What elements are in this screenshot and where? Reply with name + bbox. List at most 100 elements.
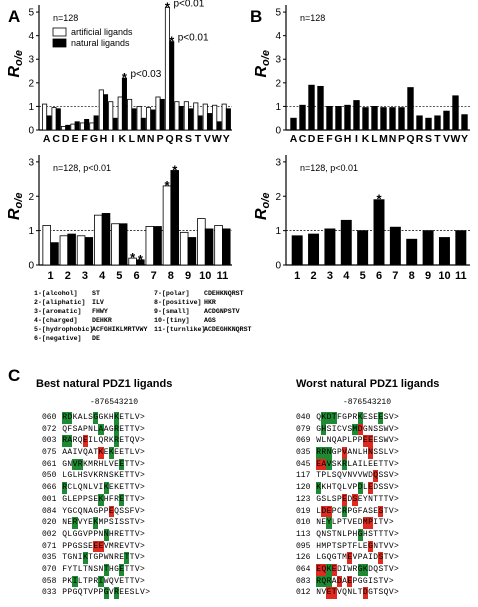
b-top-xtick-I: I <box>355 133 358 145</box>
a-top-bar-H-s1 <box>103 94 109 131</box>
b-top-ytick-label-1: 1 <box>275 102 281 113</box>
a-top-pvalue-0: p<0.03 <box>130 69 161 80</box>
category-key-row: 5-[hydrophobic]ACFGHIKLMRTVWY 11-[turnlik… <box>34 325 264 334</box>
ligand-sequence: AAIVQATKEKEETLV> <box>62 447 145 459</box>
category-name: 8-[positive] <box>154 299 202 306</box>
a-bottom-xtick-9: 9 <box>185 270 191 282</box>
b-top-xtick-Y: Y <box>461 133 468 145</box>
a-top-xtick-V: V <box>204 133 211 145</box>
ligand-id: 123 <box>296 494 311 504</box>
a-bottom-bar-8-s1 <box>170 170 179 266</box>
a-bottom-bar-2-s0 <box>59 235 69 266</box>
a-top-xtick-N: N <box>147 133 155 145</box>
ligand-sequence: FYTLTNSNTHGETTV> <box>62 563 145 576</box>
a-top-ytick-label-1: 1 <box>28 102 34 113</box>
a-bottom-xtick-8: 8 <box>168 270 174 282</box>
ligand-id: 012 <box>296 588 311 598</box>
b-top-bar-R-s0 <box>416 115 423 131</box>
a-top-xtick-W: W <box>212 133 222 145</box>
worst-title: Worst natural PDZ1 ligands <box>296 378 440 390</box>
a-top-bar-L-s1 <box>131 108 137 131</box>
category-name: 7-[polar] <box>154 290 190 297</box>
ligand-sequence: GLEPPSEKHFRETTV> <box>62 493 145 506</box>
category-residues: ACDEGHKNQRST <box>204 326 252 333</box>
ligand-id: 061 <box>42 459 57 469</box>
a-top-bar-M-s1 <box>140 117 146 131</box>
b-top-bar-T-s0 <box>434 115 441 131</box>
b-bottom-xtick-4: 4 <box>343 270 350 282</box>
b-top-xtick-M: M <box>379 133 388 145</box>
ligand-sequence: NERVYEKMPSISSTV> <box>62 517 145 529</box>
a-top-bar-C-s0 <box>51 107 57 131</box>
a-bottom-bar-4-s1 <box>101 213 111 266</box>
category-name: 4-[charged] <box>34 317 78 324</box>
b-bottom-xtick-7: 7 <box>392 270 398 282</box>
ligand-sequence: KKHTQLVPDLEDSSV> <box>316 482 399 494</box>
b-bottom-xtick-5: 5 <box>360 270 366 282</box>
a-top-xtick-Y: Y <box>223 133 230 145</box>
a-top-bar-E-s0 <box>70 123 76 131</box>
b-bottom-bar-4-s0 <box>340 219 352 266</box>
a-top-bar-K-s0 <box>117 96 123 131</box>
a-bottom-xtick-1: 1 <box>48 270 54 282</box>
b-top-xtick-E: E <box>317 133 324 145</box>
a-top-bar-D-s1 <box>65 124 71 131</box>
ligand-sequence: RARQEILQRKRETQV> <box>62 435 145 448</box>
ligand-id: 040 <box>296 413 311 422</box>
a-top-xtick-G: G <box>90 133 98 145</box>
a-bottom-star-2: * <box>164 178 170 193</box>
a-bottom-bar-10-s0 <box>197 218 206 266</box>
ligand-sequence: GHSICVSMDGNSSWV> <box>316 423 399 436</box>
b-top-ylabel: Ro/e <box>253 50 272 77</box>
a-top-bar-Y-s1 <box>225 108 231 131</box>
worst-ligand-row: 117 TPLSQVNVVWDQSSV> <box>296 470 399 483</box>
ligand-id: 117 <box>296 471 311 481</box>
ligand-id: 079 <box>296 424 311 434</box>
a-top-bar-I-s1 <box>112 117 118 131</box>
a-top-xtick-P: P <box>157 133 164 145</box>
b-top-bar-Q-s0 <box>407 87 414 131</box>
worst-ligand-row: 113 QNSTNLPHGHSTTTV> <box>296 528 399 541</box>
worst-ligand-row: 064 EQKEDIWRGKDQSTV> <box>296 563 399 576</box>
ligand-id: 035 <box>42 553 57 563</box>
b-bottom-bar-10-s0 <box>438 237 450 266</box>
ligand-sequence: PPGSSEEEVMREVTV> <box>62 540 145 553</box>
b-top-bar-A-s0 <box>290 117 297 131</box>
a-top-bar-P-s0 <box>155 96 161 131</box>
a-top-n-annotation: n=128 <box>53 13 78 23</box>
ligand-id: 002 <box>42 529 57 539</box>
a-top-bar-W-s0 <box>212 104 218 131</box>
a-top-ytick-label-4: 4 <box>28 31 34 42</box>
a-top-ytick-label-0: 0 <box>28 126 34 137</box>
a-bottom-bar-5-s0 <box>111 223 120 266</box>
b-top-xtick-F: F <box>326 133 333 145</box>
a-top-bar-N-s0 <box>146 107 152 131</box>
a-bottom-bar-7-s1 <box>153 226 162 266</box>
panel-label-a: A <box>8 7 20 26</box>
best-ligand-row: 060 RDKALSGGKHKETLV> <box>42 412 150 424</box>
best-ligand-row: 061 GNVRKMRHLVEETTV> <box>42 458 150 471</box>
worst-ligand-row: 069 WLNQAPLPPEEESWV> <box>296 435 399 448</box>
category-key-row: 3-[aromatic] FHWY 9-[small] ACDGNPSTV <box>34 307 264 316</box>
a-bottom-bar-10-s1 <box>204 228 214 266</box>
b-bottom-bar-8-s0 <box>406 238 418 266</box>
b-top-bar-K-s0 <box>362 107 369 131</box>
best-ligand-row: 066 RCLQNLVIKEKETTV> <box>42 482 150 494</box>
ligand-sequence: PKILTPRIWQVETTV> <box>62 575 145 588</box>
a-top-bar-G-s1 <box>93 115 99 131</box>
b-top-xtick-L: L <box>371 133 378 145</box>
a-top-pvalue-1: p<0.01 <box>173 0 204 9</box>
a-top-ytick-label-3: 3 <box>28 55 34 66</box>
a-bottom-xtick-5: 5 <box>116 270 122 282</box>
ligand-sequence: RRNGPVANLHNSSLV> <box>316 447 399 459</box>
b-bottom-bar-9-s0 <box>422 230 434 266</box>
a-top-bar-T-s1 <box>197 115 203 131</box>
best-ligand-row: 058 PKILTPRIWQVETTV> <box>42 575 150 588</box>
b-bottom-xtick-1: 1 <box>294 270 300 282</box>
ligand-sequence: WLNQAPLPPEEESWV> <box>316 435 399 448</box>
a-bottom-bar-9-s0 <box>179 231 189 266</box>
a-top-bar-S-s1 <box>188 108 194 131</box>
a-top-xtick-Q: Q <box>165 133 173 145</box>
a-top-legend-label-0: artificial ligands <box>71 27 133 37</box>
worst-ligand-row: 126 LGQGTMEVPAIDSTV> <box>296 552 399 564</box>
